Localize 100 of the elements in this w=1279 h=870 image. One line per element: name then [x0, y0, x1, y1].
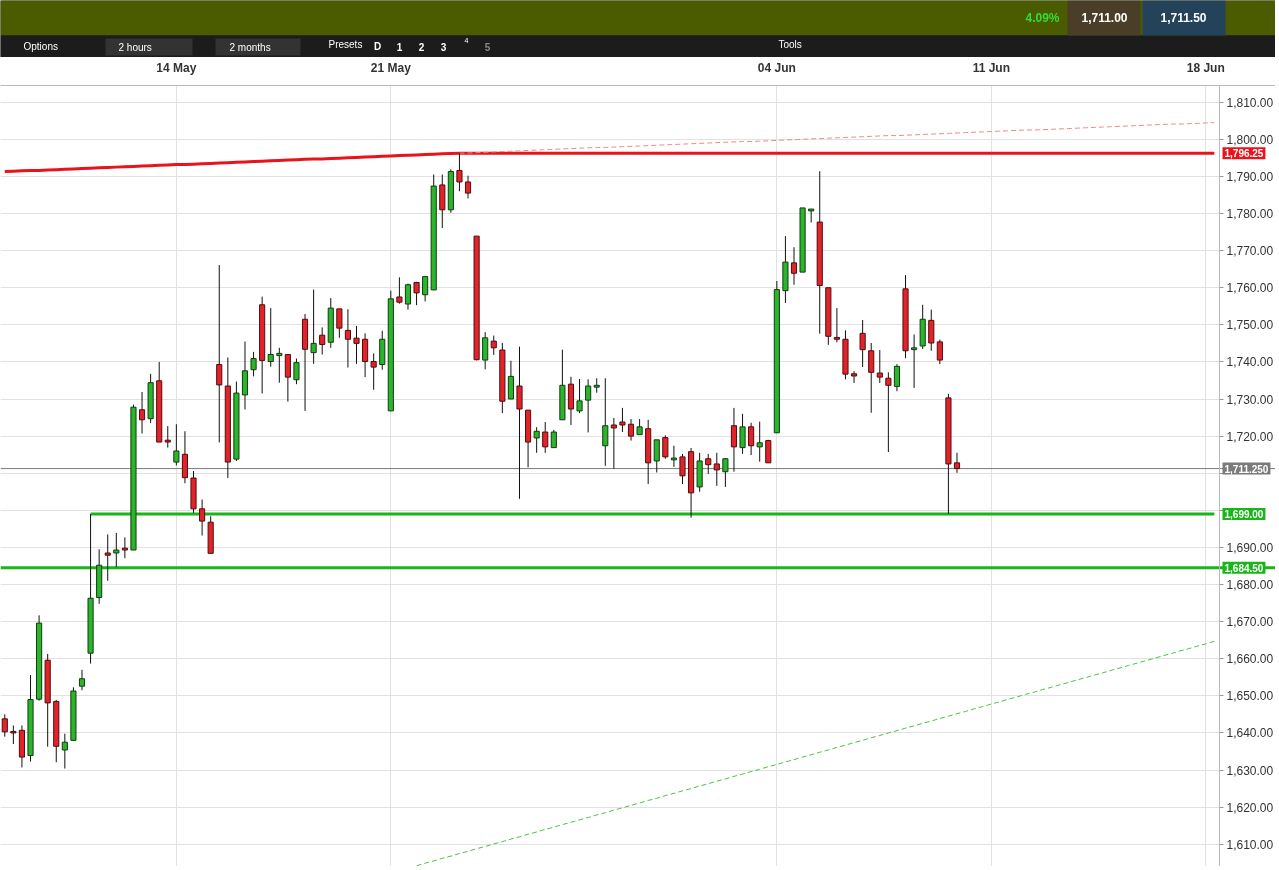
y-tick-label: 1,630.00 [1226, 763, 1274, 778]
line-series [416, 640, 1215, 866]
text: 1,711.00 [1081, 11, 1128, 25]
y-tick-label: 1,640.00 [1226, 726, 1274, 741]
series-label: 1,796.25 [1224, 148, 1264, 160]
candlestick [250, 351, 257, 377]
candlestick [670, 445, 677, 468]
candlestick [928, 309, 935, 352]
candlestick [730, 407, 738, 473]
candlestick [1, 713, 8, 738]
y-tick-label: 1,610.00 [1226, 837, 1274, 852]
candlestick [164, 425, 171, 449]
candlestick [576, 378, 583, 414]
y-tick-label: 1,750.00 [1226, 318, 1274, 333]
series-label: 1,699.00 [1224, 509, 1264, 521]
candlestick [705, 453, 712, 475]
candlestick [104, 533, 111, 582]
candlestick [464, 175, 472, 199]
candlestick [619, 407, 626, 433]
y-tick-label: 1,650.00 [1226, 689, 1274, 704]
candlestick [181, 430, 189, 484]
candlestick [276, 347, 283, 384]
candlestick [293, 358, 300, 385]
ref-line-label: 1,684.50 [1224, 562, 1264, 574]
candlestick [936, 339, 943, 365]
candlestick [370, 352, 377, 391]
text: 1 [396, 41, 403, 53]
candlestick [627, 418, 635, 442]
candlestick [507, 360, 514, 400]
text: 1,711.50 [1160, 11, 1207, 25]
text: 2 hours [118, 42, 152, 53]
text: 4.09% [1025, 10, 1060, 25]
y-tick-label: 1,740.00 [1226, 355, 1274, 370]
y-tick-label: 1,790.00 [1226, 169, 1274, 184]
candlestick [199, 499, 206, 537]
candlestick [679, 453, 686, 485]
candlestick [859, 319, 866, 368]
candlestick [610, 417, 617, 470]
candlestick [121, 536, 128, 559]
candlestick [482, 331, 489, 370]
candlestick [78, 669, 86, 691]
candlestick [284, 353, 291, 403]
ref-line-label: 1,711.250 [1224, 463, 1269, 475]
y-tick-label: 1,720.00 [1226, 429, 1274, 444]
y-tick-label: 1,770.00 [1226, 244, 1274, 259]
text: D [373, 41, 382, 52]
candlestick [739, 413, 746, 455]
candlestick [336, 308, 343, 339]
candlestick [662, 434, 669, 460]
x-tick-label: 14 May [156, 60, 197, 75]
candlestick [456, 152, 463, 192]
candlestick [310, 289, 317, 365]
candlestick [353, 325, 360, 365]
candlestick [885, 371, 892, 453]
candlestick [585, 378, 592, 433]
y-tick-label: 1,780.00 [1226, 207, 1274, 221]
candlestick [602, 377, 609, 467]
candlestick [404, 283, 412, 311]
y-tick-label: 1,690.00 [1226, 540, 1274, 555]
candlestick [319, 326, 326, 355]
text: Presets [328, 39, 363, 50]
candlestick [790, 246, 798, 286]
candlestick [113, 532, 120, 568]
candlestick [542, 421, 549, 454]
candlestick [876, 349, 883, 384]
candlestick [911, 333, 918, 389]
candlestick [868, 342, 875, 414]
x-tick-label: 11 Jun [972, 60, 1010, 75]
candlestick [516, 346, 523, 500]
text: 5 [484, 41, 491, 53]
x-tick-label: 18 Jun [1186, 60, 1225, 75]
candlestick [953, 452, 961, 474]
y-tick-label: 1,680.00 [1226, 578, 1274, 593]
y-tick-label: 1,660.00 [1226, 652, 1274, 667]
candlestick [653, 439, 660, 473]
text: 2 months [229, 42, 271, 53]
y-tick-label: 1,810.00 [1226, 95, 1274, 110]
x-tick-label: 04 Jun [757, 60, 796, 75]
candlestick [713, 452, 720, 487]
candlestick [756, 421, 763, 463]
candlestick [893, 363, 901, 392]
y-tick-label: 1,670.00 [1226, 615, 1274, 630]
line-series [3, 151, 1216, 174]
y-tick-label: 1,760.00 [1226, 281, 1274, 296]
text: Options [23, 41, 58, 52]
candlestick [10, 725, 17, 745]
y-tick-label: 1,730.00 [1226, 392, 1274, 407]
y-tick-label: 1,800.00 [1226, 132, 1274, 147]
candlestick [61, 733, 68, 770]
text: Tools [778, 39, 802, 50]
candlestick [850, 370, 858, 384]
y-tick-label: 1,620.00 [1226, 800, 1274, 815]
candlestick [722, 457, 729, 488]
x-tick-label: 21 May [370, 60, 412, 75]
text: 3 [440, 41, 447, 53]
line-series [458, 122, 1215, 154]
candlestick [833, 307, 840, 343]
candlestick [138, 391, 146, 435]
candlestick [422, 276, 429, 302]
candlestick [533, 426, 540, 454]
